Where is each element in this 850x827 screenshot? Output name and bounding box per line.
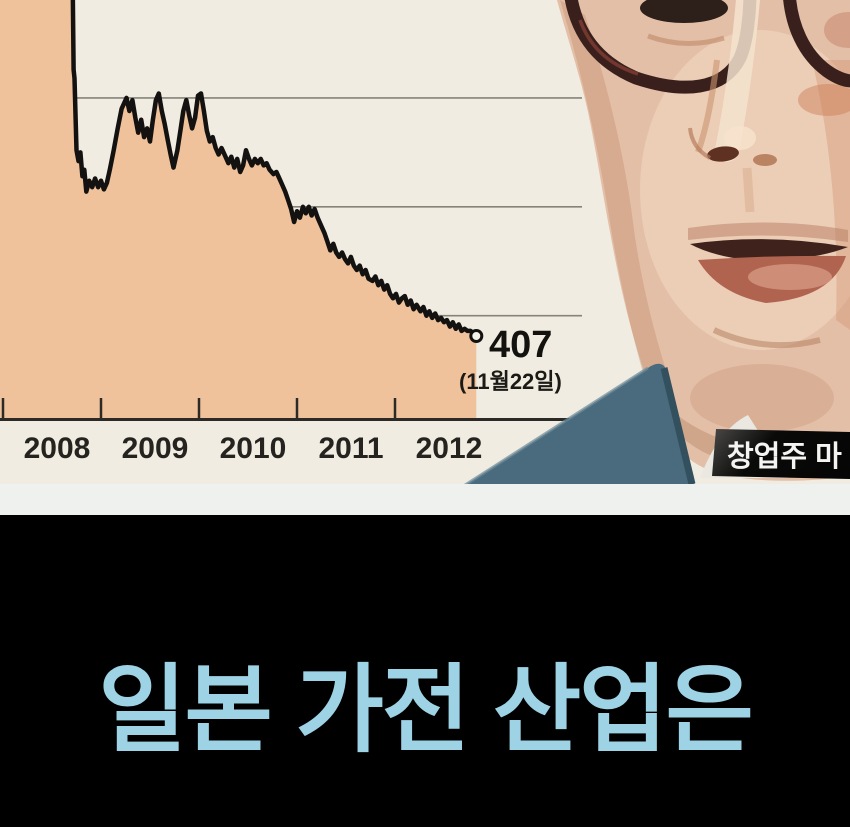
chin-crease	[712, 327, 821, 349]
glasses-glint	[578, 19, 639, 76]
mouth-opening	[690, 239, 848, 261]
chart-line	[70, 0, 479, 339]
x-axis-tick-label: 2009	[122, 432, 189, 465]
chin-shadow	[690, 364, 834, 432]
chart-end-value-label: 407	[489, 324, 552, 366]
under-eye-crease	[647, 33, 725, 47]
glasses-right-lens-rim	[783, 0, 850, 88]
news-graphic: 2008 2009 2010 2011 2012 407 (11월22일)	[0, 0, 850, 515]
chart-end-date-label: (11월22일)	[459, 369, 562, 394]
bottom-light-strip	[0, 484, 850, 515]
banner-background	[712, 429, 850, 479]
caption-text: 일본 가전 산업은	[98, 657, 754, 764]
suit-lapel-line	[660, 367, 696, 485]
right-nostril-shadow	[753, 154, 777, 166]
x-axis-tick-label: 2011	[318, 432, 383, 465]
x-axis-tick-label: 2010	[220, 432, 287, 465]
left-eye	[640, 0, 728, 23]
right-eye-shadow	[824, 12, 850, 48]
x-axis-tick-label: 2008	[24, 432, 91, 465]
philtrum-shadow	[742, 167, 755, 213]
left-nostril	[707, 146, 739, 162]
chart-area-fill	[0, 0, 477, 420]
suit-edge-highlight	[461, 366, 649, 489]
x-axis-ticks	[1, 398, 397, 418]
banner-text: 창업주 마	[727, 440, 842, 473]
cheek-shadow	[560, 0, 666, 380]
upper-lip-shadow	[688, 222, 848, 242]
caption-section: 일본 가전 산업은	[0, 515, 850, 827]
x-axis-tick-label: 2012	[416, 432, 483, 465]
nose-wing-line	[688, 127, 712, 160]
photo-caption-banner: 창업주 마	[712, 429, 850, 479]
portrait-photo	[461, 0, 850, 489]
suit-shoulder	[462, 363, 695, 487]
right-under-eye-shadow	[798, 84, 850, 116]
x-axis-tick-labels: 2008 2009 2010 2011 2012	[24, 432, 483, 465]
lower-lip-highlight	[748, 264, 832, 290]
nose-side-shadow	[695, 59, 720, 154]
nose-tip-highlight	[724, 126, 756, 150]
chart-end-marker	[469, 329, 484, 343]
